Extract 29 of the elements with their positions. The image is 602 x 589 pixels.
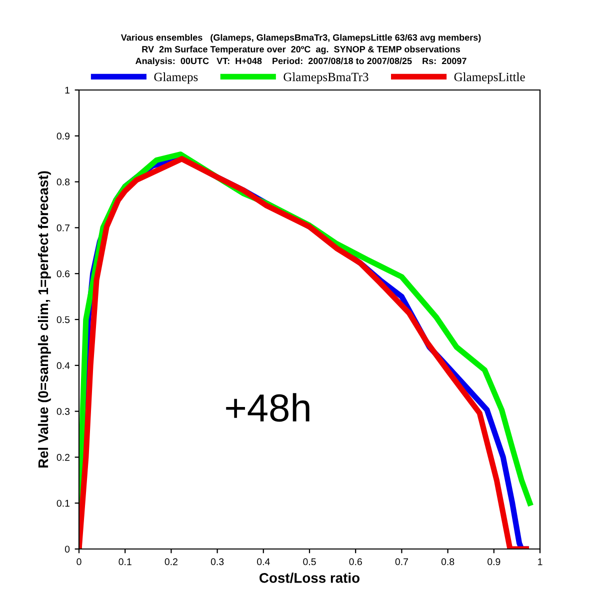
annotation: +48h — [226, 393, 310, 422]
y-tick-label: 0.4 — [56, 362, 70, 370]
x-tick-label: 0.9 — [488, 558, 500, 566]
x-tick-label: 0.2 — [164, 558, 178, 566]
x-tick-label: 0.8 — [441, 558, 454, 566]
y-axis-title: Rel Value (0=sample clim, 1=perfect forecast) — [38, 171, 51, 468]
x-tick-label: 0.1 — [118, 558, 132, 566]
y-tick-label: 0.9 — [56, 132, 70, 140]
x-tick-label: 0.7 — [395, 558, 408, 566]
y-tick-label: 0.5 — [56, 316, 70, 324]
legend-label: Glameps — [154, 72, 198, 84]
x-tick-label: 0.3 — [210, 558, 224, 566]
y-tick-label: 0.1 — [56, 500, 70, 507]
x-tick-label: 0.5 — [303, 558, 316, 566]
legend-label: GlamepsLittle — [454, 72, 525, 84]
legend-label: GlamepsBmaTr3 — [284, 72, 368, 84]
x-tick-label: 0.4 — [257, 558, 270, 566]
y-tick-label: 0.6 — [56, 270, 70, 278]
y-tick-label: 0 — [64, 546, 70, 553]
y-tick-label: 0.2 — [56, 454, 70, 461]
chart-title: Various ensembles (Glameps, GlamepsBmaTr3, GlamepsLittle 63/63 avg members) RV 2m Surface Temperature over 20ºC ag. SYNOP & TEMP observations Analysis: 00UTC VT: H+048 Period: 2007/08/18 to 2007/08/25 Rs: 20097 — [120, 34, 481, 66]
x-axis-title: Cost/Loss ratio — [260, 572, 360, 583]
y-tick-label: 0.8 — [56, 178, 70, 186]
x-tick-label: 1 — [538, 558, 542, 566]
y-tick-label: 1 — [65, 86, 70, 94]
y-tick-label: 0.3 — [56, 408, 70, 415]
x-tick-label: 0 — [76, 558, 82, 566]
x-tick-label: 0.6 — [349, 558, 362, 566]
y-tick-label: 0.7 — [56, 224, 70, 232]
